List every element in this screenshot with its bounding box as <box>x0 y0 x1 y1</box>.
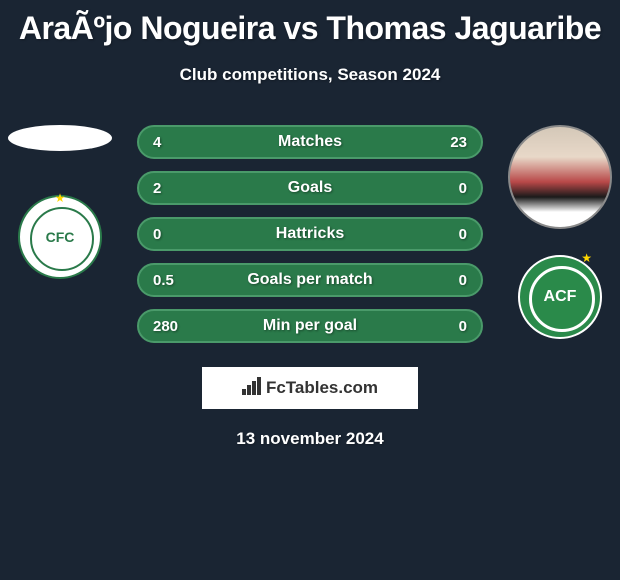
star-icon: ★ <box>55 191 66 205</box>
stat-label: Matches <box>278 133 342 151</box>
watermark-text: FcTables.com <box>266 378 378 398</box>
stat-row-goals-per-match: 0.5 Goals per match 0 <box>137 263 483 297</box>
stat-left-value: 0.5 <box>153 272 174 289</box>
stat-left-value: 0 <box>153 226 161 243</box>
watermark[interactable]: FcTables.com <box>202 367 418 409</box>
stat-left-value: 2 <box>153 180 161 197</box>
stat-row-goals: 2 Goals 0 <box>137 171 483 205</box>
stat-right-value: 23 <box>450 134 467 151</box>
stat-label: Hattricks <box>276 225 344 243</box>
club-badge-right: ★ ACF <box>518 255 602 339</box>
stats-bars: 4 Matches 23 2 Goals 0 0 Hattricks 0 0.5… <box>137 125 483 343</box>
stat-label: Goals <box>288 179 332 197</box>
stat-row-hattricks: 0 Hattricks 0 <box>137 217 483 251</box>
player-left-column: ★ CFC <box>8 125 112 279</box>
stat-right-value: 0 <box>459 318 467 335</box>
comparison-card: AraÃºjo Nogueira vs Thomas Jaguaribe Clu… <box>0 0 620 457</box>
stat-right-value: 0 <box>459 226 467 243</box>
stat-left-value: 280 <box>153 318 178 335</box>
club-badge-left-text: CFC <box>46 229 75 245</box>
club-badge-left: ★ CFC <box>18 195 102 279</box>
stat-left-value: 4 <box>153 134 161 151</box>
stat-row-min-per-goal: 280 Min per goal 0 <box>137 309 483 343</box>
stat-row-matches: 4 Matches 23 <box>137 125 483 159</box>
stats-area: ★ CFC ★ ACF 4 Matches 23 2 Goals 0 <box>0 125 620 449</box>
stat-right-value: 0 <box>459 272 467 289</box>
player-right-photo <box>508 125 612 229</box>
page-title: AraÃºjo Nogueira vs Thomas Jaguaribe <box>0 10 620 47</box>
player-left-photo <box>8 125 112 151</box>
stat-label: Min per goal <box>263 317 357 335</box>
chart-icon <box>242 377 262 400</box>
page-subtitle: Club competitions, Season 2024 <box>0 65 620 85</box>
player-right-column: ★ ACF <box>508 125 612 339</box>
stat-right-value: 0 <box>459 180 467 197</box>
date: 13 november 2024 <box>0 429 620 449</box>
stat-label: Goals per match <box>247 271 372 289</box>
star-icon: ★ <box>581 251 592 265</box>
club-badge-right-text: ACF <box>544 288 577 306</box>
